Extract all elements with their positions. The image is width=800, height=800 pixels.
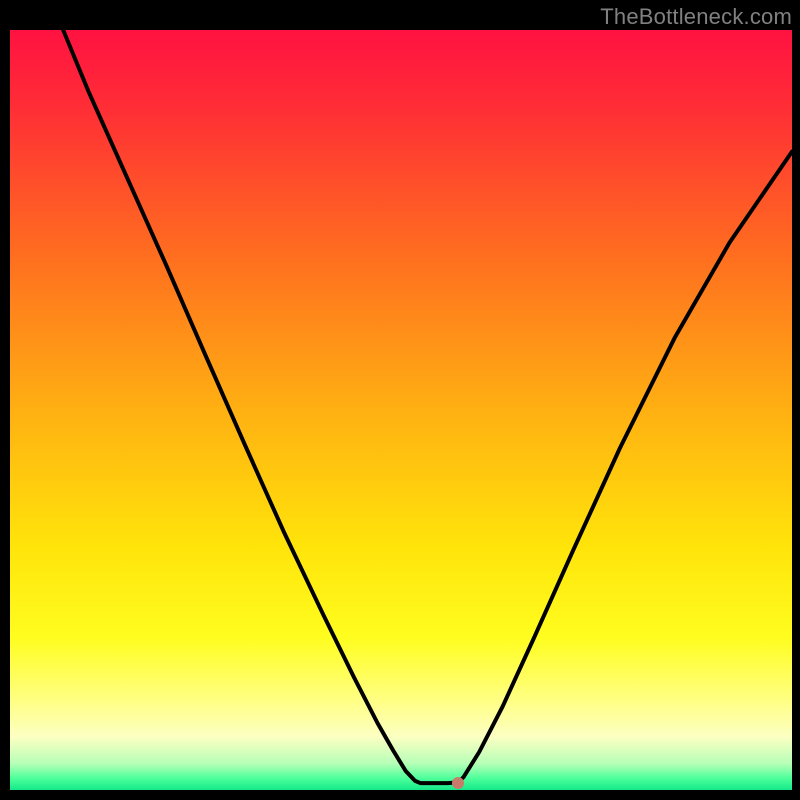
border-left: [0, 0, 10, 800]
curve-polyline: [63, 30, 792, 783]
watermark-text: TheBottleneck.com: [600, 4, 792, 30]
border-right: [792, 0, 800, 800]
chart-container: TheBottleneck.com: [0, 0, 800, 800]
border-bottom: [0, 790, 800, 800]
bottleneck-curve: [0, 0, 800, 800]
optimum-marker: [452, 777, 464, 789]
